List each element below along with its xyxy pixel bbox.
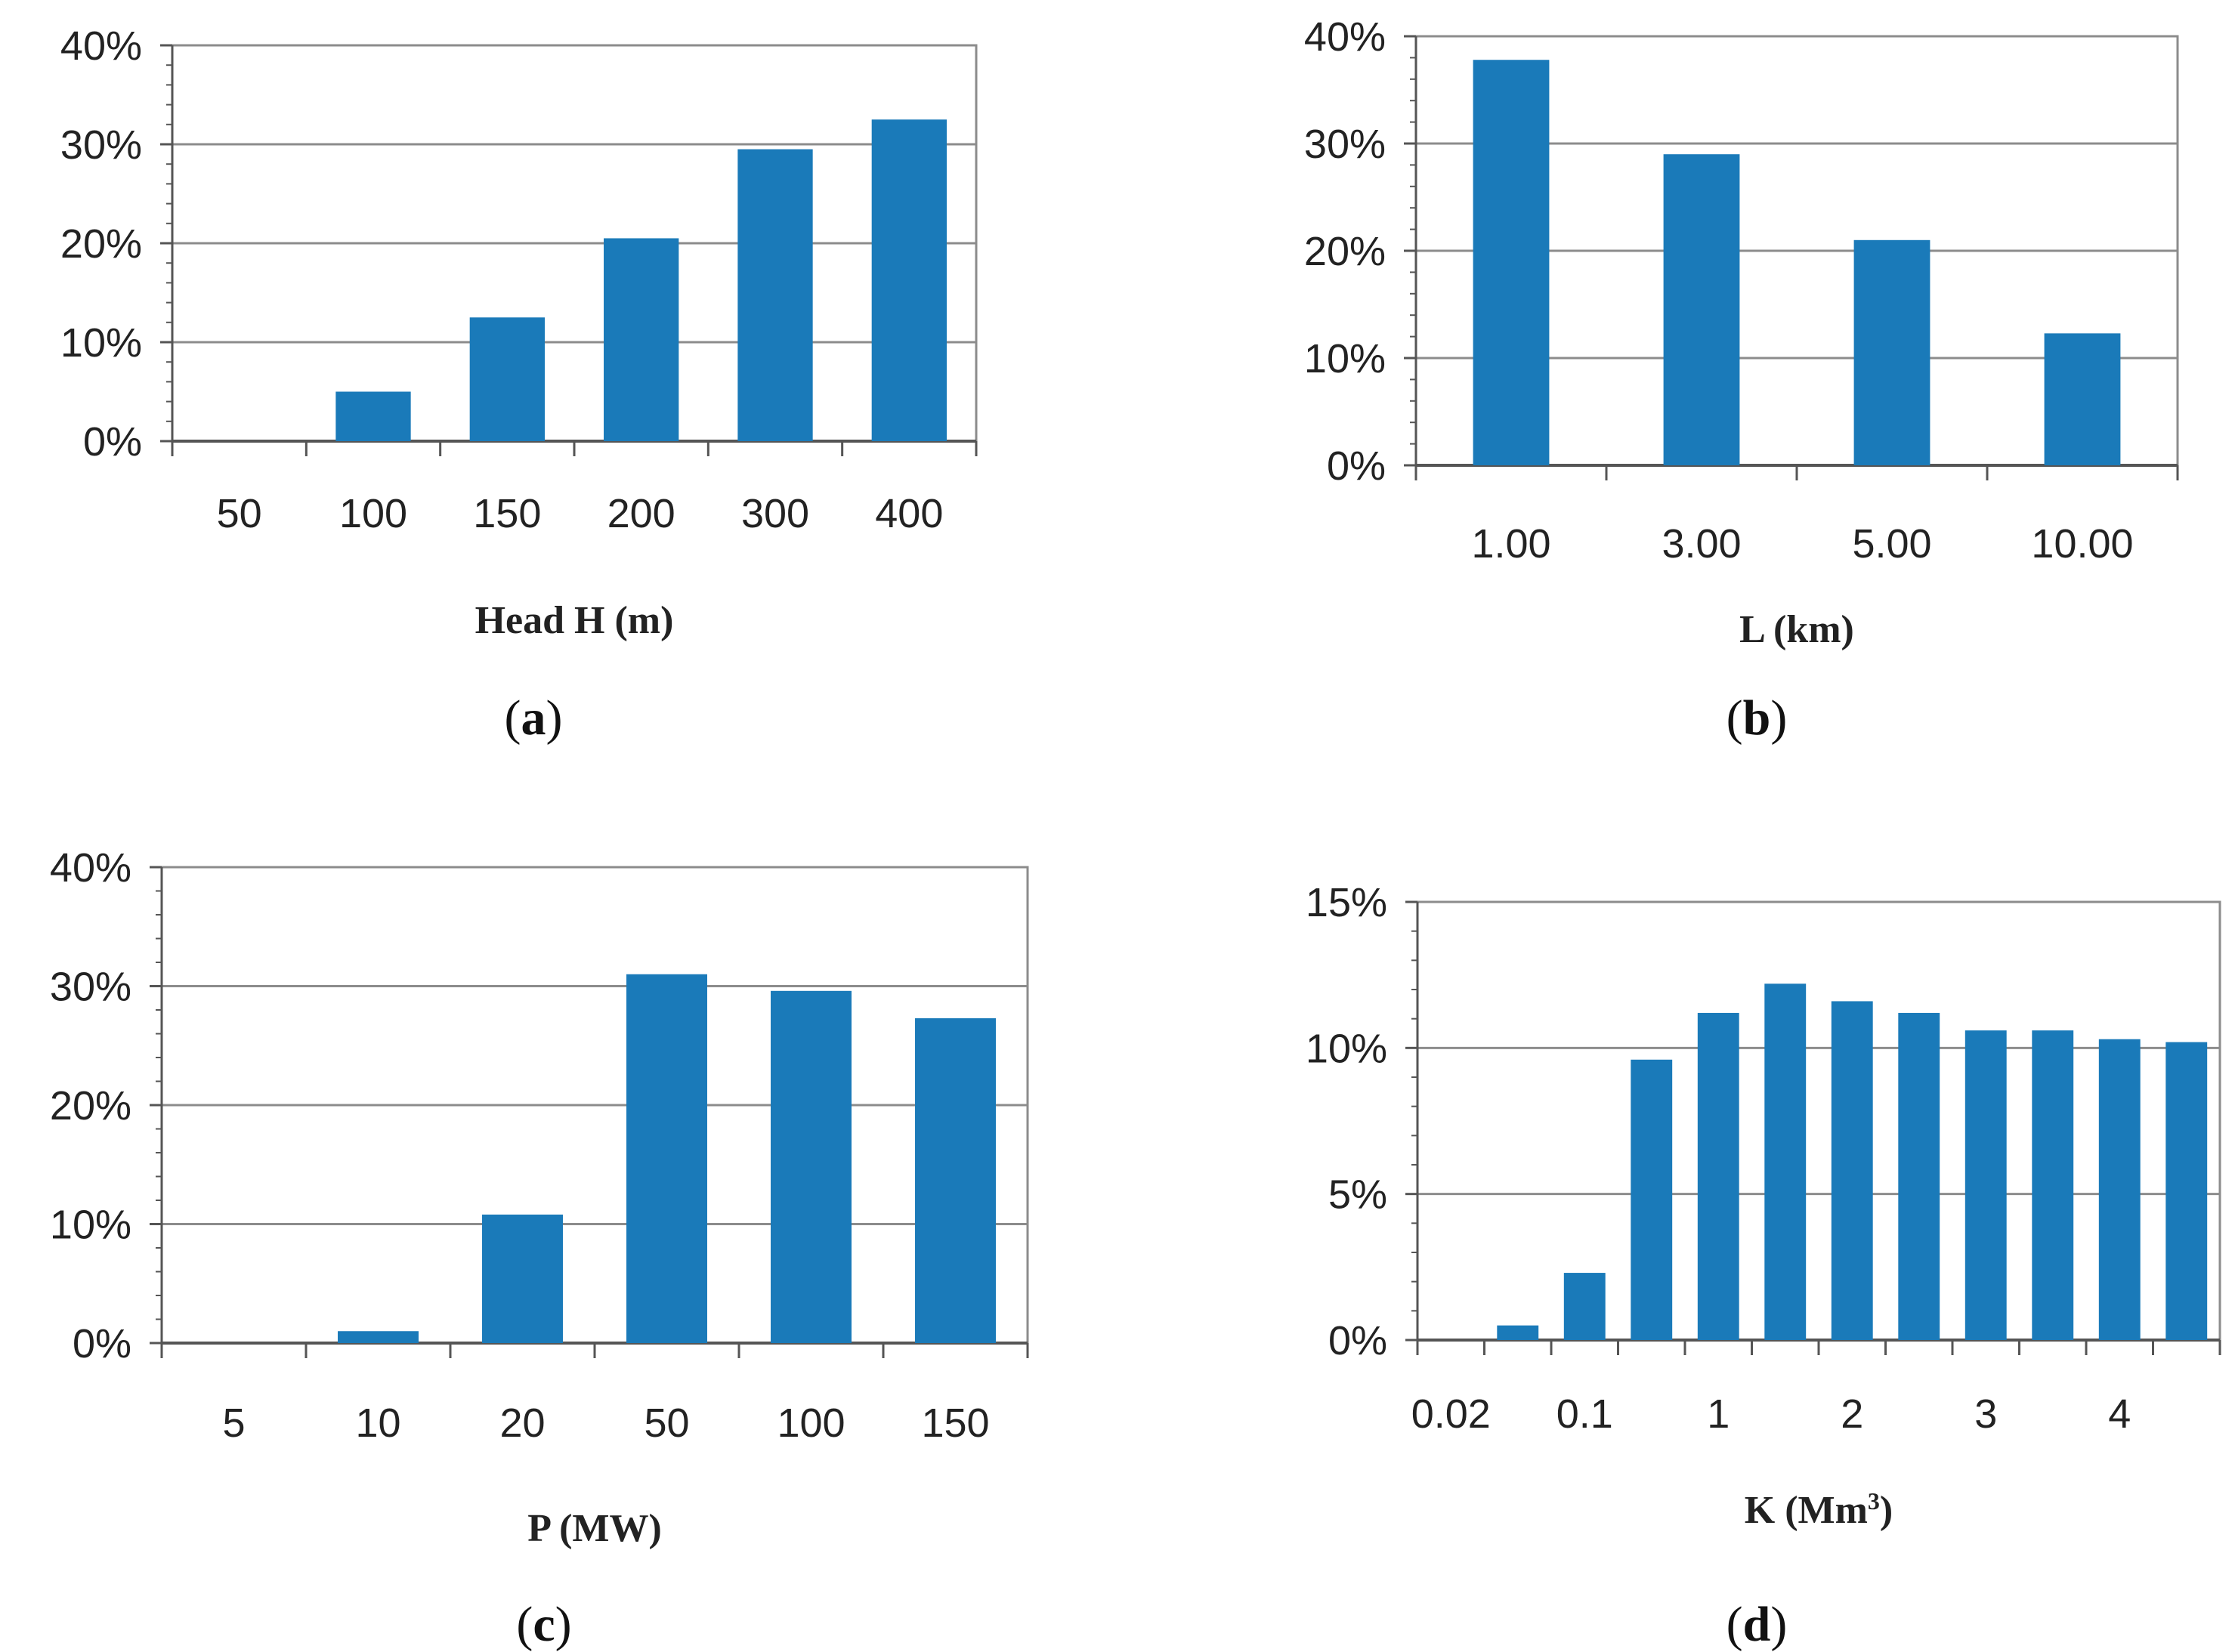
caption-close: ) bbox=[1770, 690, 1787, 746]
x-tick-label: 3.00 bbox=[1662, 521, 1741, 567]
y-tick-label: 30% bbox=[50, 965, 131, 1010]
bar-3-8 bbox=[1965, 1030, 2007, 1340]
y-tick-label: 0% bbox=[1327, 443, 1386, 489]
y-tick-label: 40% bbox=[60, 23, 142, 69]
y-tick-label: 40% bbox=[1304, 14, 1386, 60]
x-tick-label: 150 bbox=[473, 491, 541, 536]
x-tick-label: 100 bbox=[339, 491, 407, 536]
panel-caption: (d) bbox=[1726, 1597, 1788, 1652]
x-tick-label: 5 bbox=[222, 1400, 245, 1446]
x-tick-label: 100 bbox=[777, 1400, 845, 1446]
x-tick-label: 3 bbox=[1974, 1391, 1997, 1437]
y-tick-label: 20% bbox=[60, 221, 142, 267]
y-tick-label: 20% bbox=[1304, 229, 1386, 274]
x-tick-label: 4 bbox=[2108, 1391, 2131, 1437]
panel-caption: (b) bbox=[1726, 690, 1788, 746]
x-tick-label: 50 bbox=[644, 1400, 689, 1446]
y-tick-label: 10% bbox=[1304, 336, 1386, 381]
bar-0.1-2 bbox=[1563, 1273, 1606, 1340]
bar-1-4 bbox=[1697, 1012, 1739, 1340]
caption-letter: c bbox=[533, 1597, 555, 1652]
bar-150-2 bbox=[469, 317, 545, 441]
x-axis-label-sup: 3 bbox=[1868, 1487, 1880, 1515]
bar-150-5 bbox=[915, 1018, 996, 1343]
x-tick-label: 2 bbox=[1841, 1391, 1863, 1437]
caption-open: ( bbox=[516, 1597, 533, 1652]
x-axis-label: K (Mm3) bbox=[1745, 1487, 1893, 1532]
chart-panel-c: 0% 10% 20% 30% 40% 5 10 20 50 100 150 P (MW) (c) bbox=[50, 845, 1029, 1652]
y-tick-label: 0% bbox=[83, 419, 142, 465]
bar-5.00-2 bbox=[1853, 239, 1931, 465]
bar-3.00-1 bbox=[1663, 154, 1740, 465]
chart-panel-b: 0% 10% 20% 30% 40% 1.00 3.00 5.00 10.00 L (km) (b) bbox=[1304, 14, 2179, 746]
x-tick-label: 0.1 bbox=[1556, 1391, 1613, 1437]
bar-400-5 bbox=[871, 119, 947, 441]
caption-letter: b bbox=[1743, 690, 1771, 746]
caption-close: ) bbox=[1770, 1597, 1787, 1652]
caption-letter: a bbox=[521, 690, 546, 746]
y-tick-label: 5% bbox=[1328, 1172, 1387, 1218]
bar--11 bbox=[2165, 1042, 2208, 1340]
x-axis-label-main: K (Mm bbox=[1745, 1489, 1868, 1532]
x-tick-label: 150 bbox=[921, 1400, 989, 1446]
caption-letter: d bbox=[1743, 1597, 1771, 1652]
bar--1 bbox=[1497, 1325, 1539, 1340]
y-tick-label: 10% bbox=[50, 1203, 131, 1248]
y-tick-label: 10% bbox=[1306, 1026, 1387, 1071]
bar--3 bbox=[1631, 1059, 1673, 1340]
bar-4-10 bbox=[2098, 1039, 2141, 1340]
x-tick-label: 1.00 bbox=[1471, 521, 1550, 567]
bar--5 bbox=[1764, 983, 1807, 1340]
bar-1.00-0 bbox=[1473, 60, 1550, 466]
caption-open: ( bbox=[505, 690, 521, 746]
x-axis-label: P (MW) bbox=[527, 1507, 662, 1550]
x-tick-label: 1 bbox=[1707, 1391, 1730, 1437]
caption-open: ( bbox=[1726, 690, 1743, 746]
x-tick-label: 10 bbox=[355, 1400, 400, 1446]
x-tick-label: 0.02 bbox=[1411, 1391, 1491, 1437]
y-tick-label: 30% bbox=[1304, 122, 1386, 167]
bar-300-4 bbox=[737, 149, 813, 442]
bar-10.00-3 bbox=[2044, 333, 2121, 465]
caption-close: ) bbox=[555, 1597, 572, 1652]
x-axis-label-end: ) bbox=[1880, 1489, 1893, 1532]
chart-panel-a: 0% 10% 20% 30% 40% 50 100 150 200 300 400 Head H (m… bbox=[60, 23, 978, 746]
x-tick-label: 5.00 bbox=[1852, 521, 1931, 567]
x-axis-label: L (km) bbox=[1739, 608, 1854, 651]
y-tick-label: 40% bbox=[50, 845, 131, 891]
chart-panel-d: 0%5%10%15%0.02 0.1 1 2 3 4K (Mm3)(d) bbox=[1306, 880, 2221, 1652]
x-tick-label: 10.00 bbox=[2031, 521, 2133, 567]
bar-100-4 bbox=[771, 990, 852, 1343]
bar--9 bbox=[2032, 1030, 2074, 1340]
y-tick-label: 0% bbox=[73, 1321, 131, 1366]
x-tick-label: 200 bbox=[607, 491, 675, 536]
bar-2-6 bbox=[1831, 1001, 1873, 1340]
bar-200-3 bbox=[604, 238, 679, 441]
caption-open: ( bbox=[1726, 1597, 1743, 1652]
y-tick-label: 30% bbox=[60, 122, 142, 168]
caption-close: ) bbox=[546, 690, 563, 746]
bar-20-2 bbox=[482, 1214, 563, 1343]
panel-caption: (a) bbox=[505, 690, 563, 746]
bar-10-1 bbox=[338, 1331, 419, 1343]
x-tick-label: 300 bbox=[741, 491, 809, 536]
x-tick-label: 400 bbox=[875, 491, 943, 536]
panel-caption: (c) bbox=[516, 1597, 571, 1652]
y-tick-label: 10% bbox=[60, 320, 142, 366]
y-tick-label: 15% bbox=[1306, 880, 1387, 925]
bar-50-3 bbox=[626, 974, 707, 1343]
x-axis-label: Head H (m) bbox=[475, 599, 674, 642]
x-tick-label: 50 bbox=[217, 491, 262, 536]
y-tick-label: 20% bbox=[50, 1083, 131, 1129]
y-tick-label: 0% bbox=[1328, 1318, 1387, 1363]
x-tick-label: 20 bbox=[499, 1400, 545, 1446]
bar--7 bbox=[1898, 1012, 1940, 1340]
bar-100-1 bbox=[335, 391, 411, 441]
